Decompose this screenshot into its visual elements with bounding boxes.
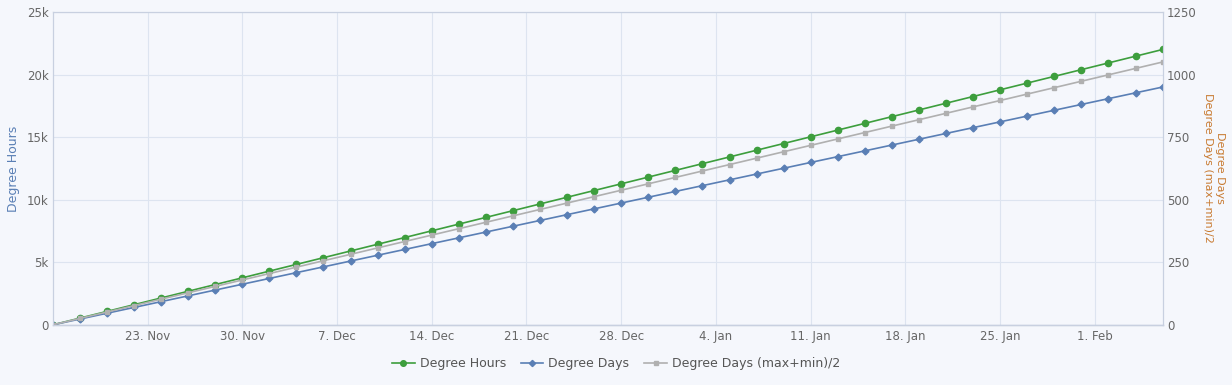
Legend: Degree Hours, Degree Days, Degree Days (max+min)/2: Degree Hours, Degree Days, Degree Days (… xyxy=(387,352,845,375)
Degree Days (max+min)/2 xyxy=(113,306,128,311)
Line: Degree Days (max+min)/2: Degree Days (max+min)/2 xyxy=(51,60,1165,327)
Degree Days (max+min)/2 xyxy=(1156,60,1170,64)
Degree Days (max+min)/2 xyxy=(708,166,723,170)
Degree Days xyxy=(46,323,60,327)
Line: Degree Days: Degree Days xyxy=(51,85,1165,327)
Degree Days xyxy=(844,151,859,156)
Degree Days xyxy=(276,273,291,278)
Degree Days xyxy=(113,308,128,313)
Degree Hours xyxy=(844,124,859,129)
Degree Days (max+min)/2 xyxy=(208,284,223,289)
Degree Hours xyxy=(46,323,60,327)
Degree Hours xyxy=(276,265,291,270)
Degree Hours xyxy=(1156,47,1170,52)
Y-axis label: Degree Days
Degree Days (max+min)/2: Degree Days Degree Days (max+min)/2 xyxy=(1204,94,1225,243)
Degree Days (max+min)/2 xyxy=(844,134,859,138)
Line: Degree Hours: Degree Hours xyxy=(49,46,1165,328)
Degree Hours xyxy=(912,108,926,112)
Degree Days (max+min)/2 xyxy=(276,268,291,273)
Degree Days xyxy=(708,181,723,185)
Degree Days (max+min)/2 xyxy=(46,323,60,327)
Degree Days (max+min)/2 xyxy=(912,117,926,122)
Degree Hours xyxy=(708,158,723,162)
Degree Days xyxy=(1156,85,1170,89)
Degree Hours xyxy=(208,282,223,287)
Degree Days xyxy=(912,137,926,142)
Degree Days xyxy=(208,288,223,292)
Degree Hours xyxy=(113,306,128,310)
Y-axis label: Degree Hours: Degree Hours xyxy=(7,125,20,211)
